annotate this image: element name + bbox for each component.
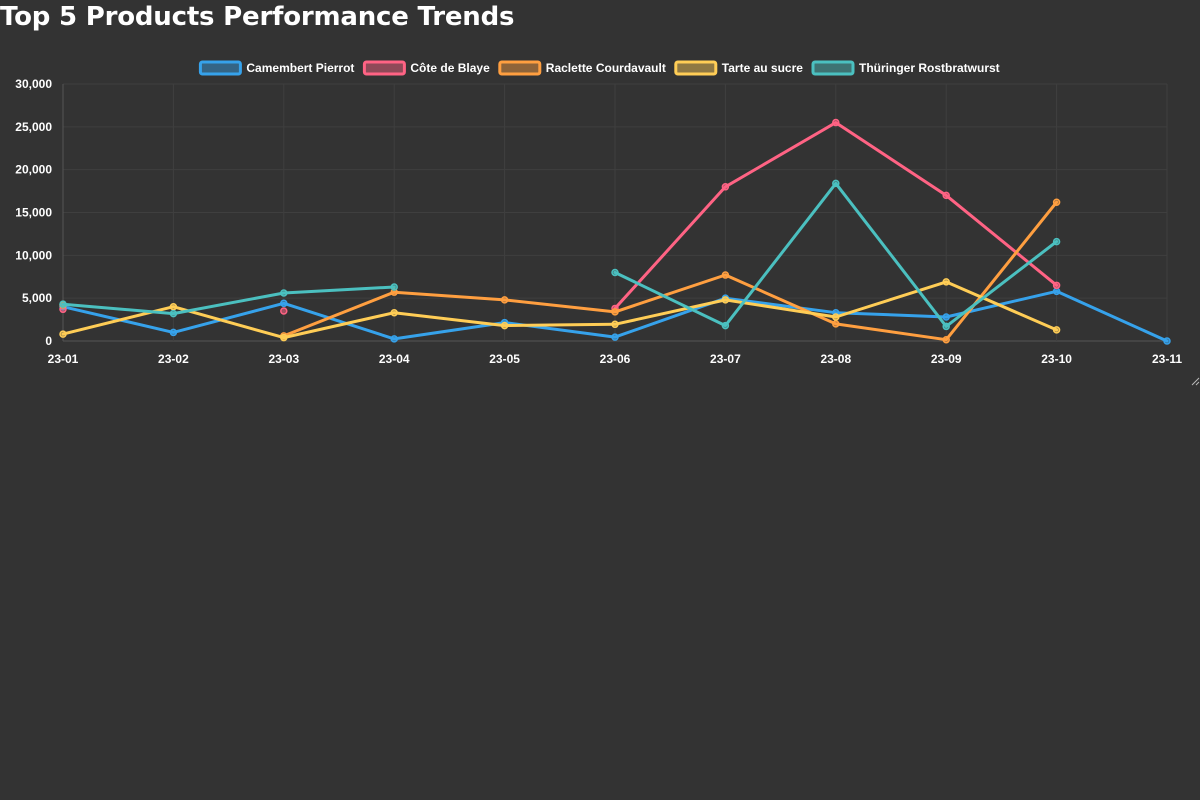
legend-item[interactable]: Tarte au sucre [674,60,803,76]
legend-swatch [674,60,718,76]
legend-item[interactable]: Thüringer Rostbratwurst [811,60,1000,76]
data-point[interactable] [280,307,288,315]
series-group [59,118,1061,315]
y-tick-label: 15,000 [15,206,52,220]
legend-label: Côte de Blaye [410,61,490,75]
data-point[interactable] [59,300,67,308]
data-point[interactable] [942,322,950,331]
y-tick-label: 30,000 [15,77,52,91]
data-point[interactable] [280,299,288,308]
legend-swatch [811,60,855,76]
chart-series [59,118,1171,345]
data-point[interactable] [1163,337,1171,345]
data-point[interactable] [611,320,619,329]
data-point[interactable] [1052,326,1061,334]
data-point[interactable] [1052,198,1061,206]
page-title: Top 5 Products Performance Trends [0,2,515,32]
x-tick-label: 23-01 [48,352,79,366]
data-point[interactable] [611,268,619,277]
x-tick-label: 23-08 [820,352,851,366]
data-point[interactable] [169,328,178,337]
data-point[interactable] [721,296,730,304]
legend-swatch [198,60,242,76]
data-point[interactable] [500,321,509,330]
legend-swatch [498,60,542,76]
x-tick-label: 23-10 [1041,352,1072,366]
data-point[interactable] [390,335,398,343]
x-tick-label: 23-05 [489,352,520,366]
y-tick-label: 10,000 [15,248,52,262]
data-point[interactable] [611,308,619,316]
legend-label: Tarte au sucre [722,61,803,75]
data-point[interactable] [1052,237,1061,246]
x-tick-label: 23-03 [268,352,299,366]
y-tick-label: 20,000 [15,163,52,177]
chart-legend: Camembert Pierrot Côte de Blaye Raclette C… [198,60,1000,76]
chart-grid [62,83,1168,342]
data-point[interactable] [721,183,730,191]
data-point[interactable] [169,309,178,318]
x-tick-label: 23-11 [1152,352,1182,366]
data-point[interactable] [280,289,288,297]
x-tick-label: 23-09 [931,352,962,366]
y-tick-label: 25,000 [15,120,52,134]
series-line [61,280,1059,340]
data-point[interactable] [832,118,840,127]
x-tick-label: 23-04 [379,352,410,366]
data-point[interactable] [1052,287,1061,296]
data-point[interactable] [721,321,730,330]
resize-handle-icon[interactable] [1190,376,1200,386]
series-group [59,198,1061,344]
legend-item[interactable]: Raclette Courdavault [498,60,666,76]
data-point[interactable] [59,330,67,338]
series-line [282,200,1059,342]
y-tick-label: 5,000 [22,291,52,305]
data-point[interactable] [390,283,398,291]
series-group [59,179,1061,331]
data-point[interactable] [280,333,288,342]
legend-label: Camembert Pierrot [246,61,354,75]
x-tick-label: 23-06 [600,352,631,366]
data-point[interactable] [832,179,840,188]
data-point[interactable] [942,191,950,200]
legend-item[interactable]: Côte de Blaye [362,60,490,76]
data-point[interactable] [169,302,178,311]
data-point[interactable] [832,313,840,321]
legend-swatch [362,60,406,76]
data-point[interactable] [942,335,950,344]
legend-item[interactable]: Camembert Pierrot [198,60,354,76]
data-point[interactable] [390,308,398,317]
data-point[interactable] [1052,281,1061,290]
legend-label: Thüringer Rostbratwurst [859,61,1000,75]
data-point[interactable] [942,278,950,286]
x-tick-label: 23-07 [710,352,741,366]
y-tick-label: 0 [45,334,52,348]
chart-axes: 0 5,000 10,000 15,000 20,000 25,000 30,000 23-0… [15,77,1182,366]
x-tick-label: 23-02 [158,352,189,366]
data-point[interactable] [721,271,730,279]
data-point[interactable] [611,333,619,341]
data-point[interactable] [832,320,840,328]
data-point[interactable] [942,313,950,321]
series-group [59,278,1061,342]
legend-label: Raclette Courdavault [546,61,666,75]
data-point[interactable] [500,296,509,304]
